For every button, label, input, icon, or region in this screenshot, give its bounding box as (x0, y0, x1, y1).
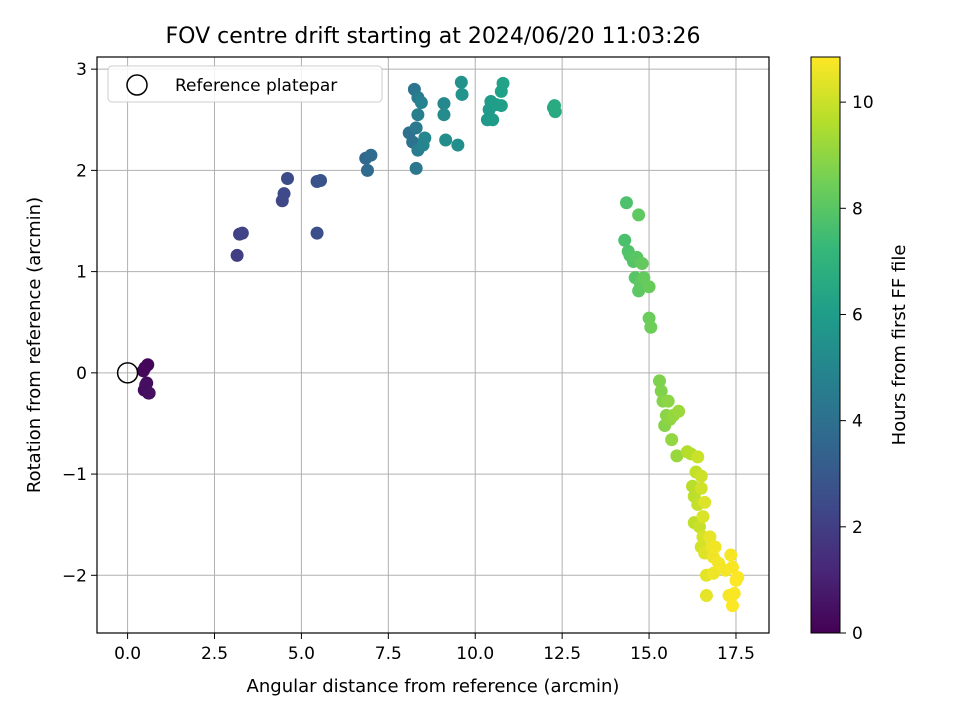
data-point (725, 599, 739, 613)
legend-box (107, 65, 383, 103)
data-point (364, 148, 378, 162)
data-point (694, 481, 708, 495)
data-point (454, 75, 468, 89)
data-point (632, 208, 646, 222)
data-point (725, 560, 739, 574)
data-point (731, 570, 745, 584)
y-tick-label: 0 (76, 364, 87, 384)
data-point (642, 280, 656, 294)
data-point (360, 163, 374, 177)
reference-marker (116, 362, 139, 384)
data-point (455, 87, 469, 101)
data-point (691, 450, 705, 464)
data-point (635, 257, 649, 271)
colorbar-label: Hours from first FF file (889, 245, 910, 446)
data-point (652, 374, 666, 388)
data-point (277, 187, 291, 201)
plot-frame (96, 56, 770, 634)
data-point (644, 320, 658, 334)
y-axis-ticks: −2 −1 0 1 2 3 (62, 60, 97, 586)
data-point (696, 510, 710, 524)
y-axis-label: Rotation from reference (arcmin) (24, 197, 45, 493)
x-tick-label: 17.5 (717, 644, 755, 664)
colorbar-tick-label: 10 (852, 93, 874, 113)
x-tick-label: 15.0 (630, 644, 668, 664)
data-point (665, 433, 679, 447)
data-point (706, 566, 720, 580)
chart-title: FOV centre drift starting at 2024/06/20 … (166, 24, 701, 49)
data-point (654, 384, 668, 398)
colorbar-tick-label: 0 (852, 624, 863, 644)
data-point (619, 196, 633, 210)
colorbar-tick-label: 6 (852, 305, 863, 325)
data-point (281, 171, 295, 185)
data-point (414, 96, 428, 110)
data-point (694, 469, 708, 483)
data-points (136, 75, 745, 613)
data-point (692, 520, 706, 534)
x-tick-label: 12.5 (543, 644, 581, 664)
data-point (670, 449, 684, 463)
data-point (451, 138, 465, 152)
data-point (411, 108, 425, 122)
legend-label: Reference platepar (175, 76, 337, 96)
reference-point-marker (116, 362, 139, 384)
legend: Reference platepar (107, 65, 383, 103)
grid-lines (97, 57, 769, 633)
data-point (486, 113, 500, 127)
legend-marker-icon (126, 74, 148, 96)
data-point (698, 495, 712, 509)
x-tick-label: 5.0 (288, 644, 315, 664)
data-point (310, 226, 324, 240)
colorbar (810, 56, 841, 634)
colorbar-ticks: 0 2 4 6 8 10 (840, 93, 874, 644)
y-tick-label: 1 (76, 263, 87, 283)
data-point (703, 530, 717, 544)
data-point (496, 76, 510, 90)
data-point (661, 394, 675, 408)
data-point (494, 99, 508, 113)
data-point (724, 548, 738, 562)
x-tick-label: 0.0 (114, 644, 141, 664)
data-point (727, 587, 741, 601)
data-point (235, 226, 249, 240)
data-point (314, 174, 328, 188)
x-tick-label: 7.5 (375, 644, 402, 664)
data-point (439, 133, 453, 147)
data-point (409, 161, 423, 175)
data-point (672, 404, 686, 418)
data-point (142, 386, 156, 400)
data-point (548, 99, 562, 113)
colorbar-tick-label: 4 (852, 412, 863, 432)
x-axis-ticks: 0.0 2.5 5.0 7.5 10.0 12.5 15.0 17.5 (114, 633, 755, 664)
data-point (618, 233, 632, 247)
x-axis-label: Angular distance from reference (arcmin) (247, 676, 620, 697)
data-point (409, 121, 423, 135)
y-tick-label: 2 (76, 161, 87, 181)
data-point (708, 540, 722, 554)
y-tick-label: 3 (76, 60, 87, 80)
x-tick-label: 2.5 (201, 644, 228, 664)
data-point (437, 97, 451, 111)
data-point (437, 108, 451, 122)
data-point (699, 589, 713, 603)
data-point (230, 248, 244, 262)
data-point (418, 131, 432, 145)
y-tick-label: −1 (62, 465, 87, 485)
colorbar-tick-label: 8 (852, 199, 863, 219)
data-point (136, 364, 150, 378)
y-tick-label: −2 (62, 566, 87, 586)
x-tick-label: 10.0 (456, 644, 494, 664)
colorbar-tick-label: 2 (852, 518, 863, 538)
